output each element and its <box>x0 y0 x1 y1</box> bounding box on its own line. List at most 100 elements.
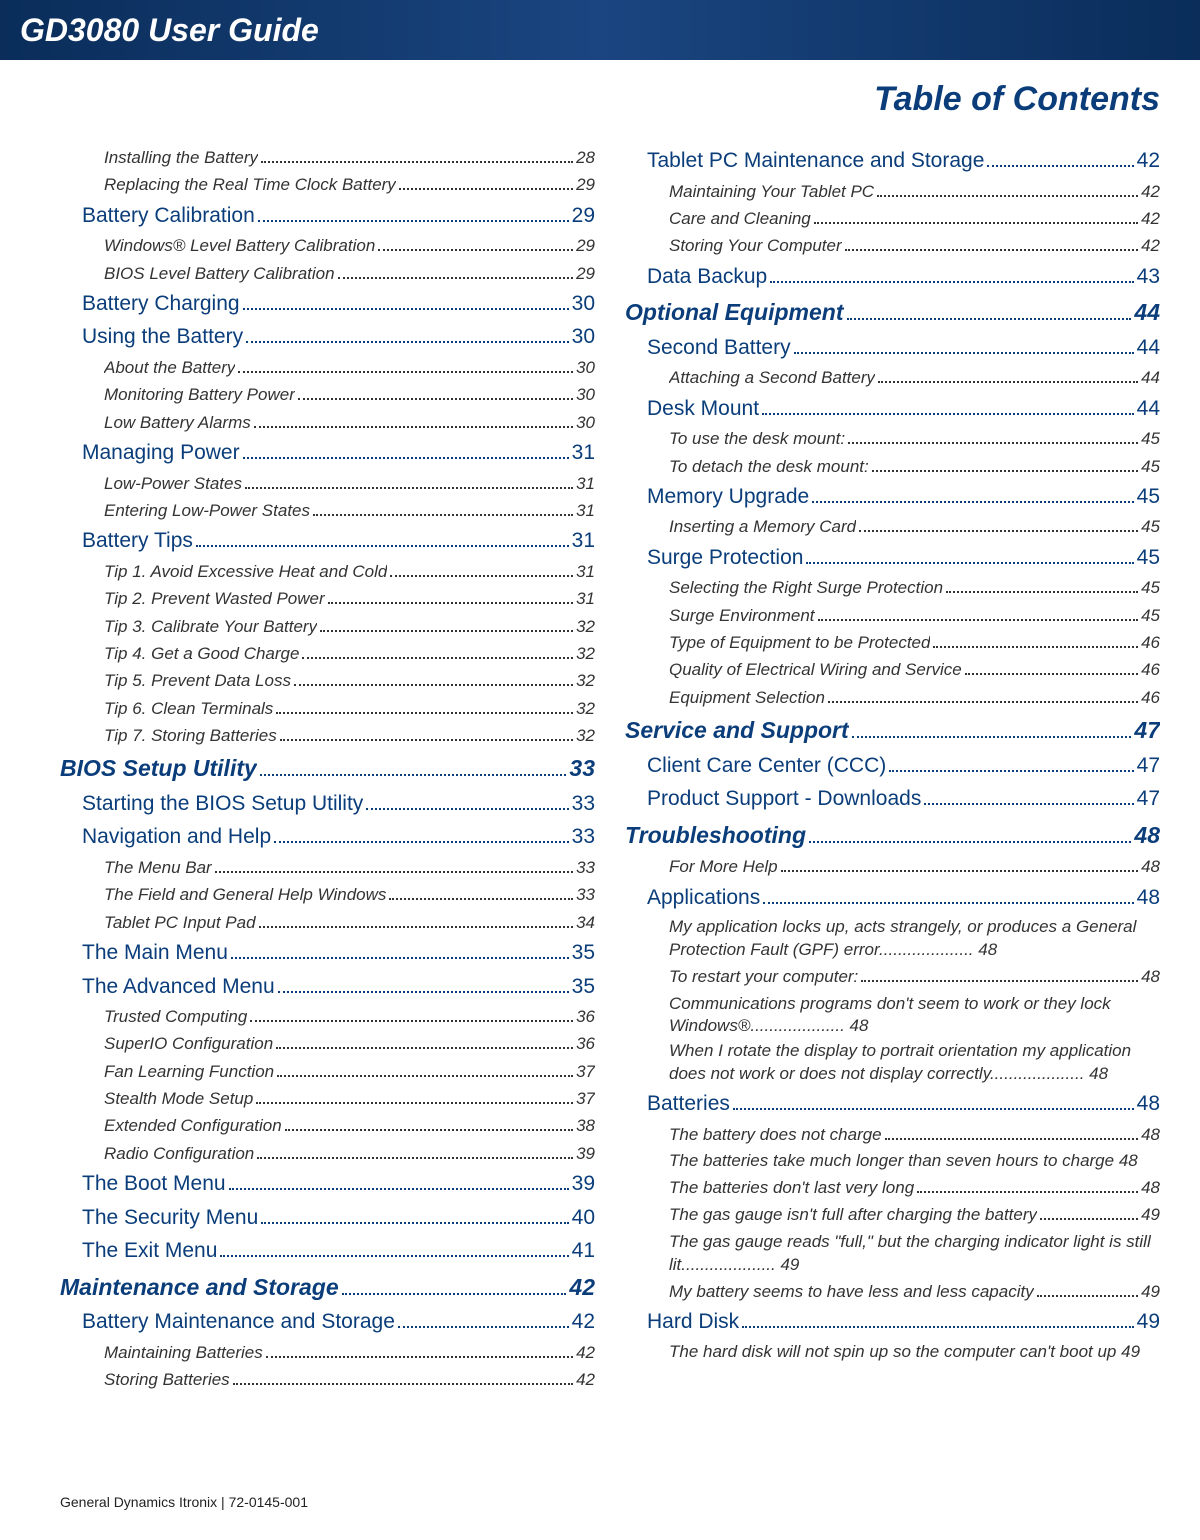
toc-entry[interactable]: The batteries take much longer than seve… <box>625 1150 1160 1173</box>
toc-entry[interactable]: Applications48 <box>625 882 1160 915</box>
toc-entry[interactable]: The Boot Menu39 <box>60 1168 595 1201</box>
toc-entry[interactable]: Low-Power States31 <box>60 471 595 497</box>
toc-label: Batteries <box>647 1088 730 1121</box>
toc-entry[interactable]: SuperIO Configuration36 <box>60 1031 595 1057</box>
toc-entry[interactable]: The batteries don't last very long48 <box>625 1175 1160 1201</box>
toc-entry[interactable]: Tablet PC Maintenance and Storage42 <box>625 145 1160 178</box>
toc-entry[interactable]: Navigation and Help33 <box>60 821 595 854</box>
toc-entry[interactable]: My application locks up, acts strangely,… <box>625 916 1160 962</box>
toc-entry[interactable]: Managing Power31 <box>60 437 595 470</box>
toc-entry[interactable]: To use the desk mount:45 <box>625 426 1160 452</box>
toc-entry[interactable]: The gas gauge reads "full," but the char… <box>625 1231 1160 1277</box>
toc-entry[interactable]: Tip 1. Avoid Excessive Heat and Cold31 <box>60 559 595 585</box>
toc-entry[interactable]: Maintaining Your Tablet PC42 <box>625 179 1160 205</box>
toc-entry[interactable]: Trusted Computing36 <box>60 1004 595 1030</box>
toc-page: 46 <box>1141 657 1160 683</box>
header-bar: GD3080 User Guide <box>0 0 1200 60</box>
toc-entry[interactable]: The Field and General Help Windows33 <box>60 882 595 908</box>
toc-page: 45 <box>1141 514 1160 540</box>
toc-entry[interactable]: Service and Support47 <box>625 713 1160 749</box>
toc-entry[interactable]: The Menu Bar33 <box>60 855 595 881</box>
toc-entry[interactable]: Low Battery Alarms30 <box>60 410 595 436</box>
toc-entry[interactable]: Inserting a Memory Card45 <box>625 514 1160 540</box>
toc-entry[interactable]: Batteries48 <box>625 1088 1160 1121</box>
toc-entry[interactable]: Monitoring Battery Power30 <box>60 382 595 408</box>
toc-page: 31 <box>572 437 595 470</box>
toc-label: Hard Disk <box>647 1306 739 1339</box>
toc-entry[interactable]: When I rotate the display to portrait or… <box>625 1040 1160 1086</box>
toc-label: Surge Protection <box>647 542 803 575</box>
toc-entry[interactable]: To restart your computer:48 <box>625 964 1160 990</box>
toc-entry[interactable]: The gas gauge isn't full after charging … <box>625 1202 1160 1228</box>
toc-label: Desk Mount <box>647 393 759 426</box>
toc-entry[interactable]: Tip 4. Get a Good Charge32 <box>60 641 595 667</box>
toc-entry[interactable]: Installing the Battery28 <box>60 145 595 171</box>
toc-entry[interactable]: The battery does not charge48 <box>625 1122 1160 1148</box>
toc-entry[interactable]: For More Help48 <box>625 854 1160 880</box>
toc-entry[interactable]: Troubleshooting48 <box>625 818 1160 854</box>
toc-entry[interactable]: Battery Tips31 <box>60 525 595 558</box>
toc-entry[interactable]: Type of Equipment to be Protected46 <box>625 630 1160 656</box>
toc-entry[interactable]: Equipment Selection46 <box>625 685 1160 711</box>
toc-entry[interactable]: Surge Environment45 <box>625 603 1160 629</box>
leader-dots <box>987 152 1133 167</box>
toc-entry[interactable]: To detach the desk mount:45 <box>625 454 1160 480</box>
toc-entry[interactable]: Optional Equipment44 <box>625 295 1160 331</box>
leader-dots <box>885 1128 1138 1140</box>
toc-entry[interactable]: Starting the BIOS Setup Utility33 <box>60 788 595 821</box>
toc-entry[interactable]: Product Support - Downloads47 <box>625 783 1160 816</box>
leader-dots <box>390 565 573 577</box>
leader-dots <box>946 581 1138 593</box>
toc-entry[interactable]: Surge Protection45 <box>625 542 1160 575</box>
toc-label: Tip 3. Calibrate Your Battery <box>104 614 317 640</box>
toc-entry[interactable]: Storing Batteries42 <box>60 1367 595 1393</box>
toc-entry[interactable]: Battery Maintenance and Storage42 <box>60 1306 595 1339</box>
toc-entry[interactable]: The Security Menu40 <box>60 1202 595 1235</box>
toc-entry[interactable]: Entering Low-Power States31 <box>60 498 595 524</box>
toc-entry[interactable]: Second Battery44 <box>625 332 1160 365</box>
toc-label: Tablet PC Maintenance and Storage <box>647 145 984 178</box>
toc-entry[interactable]: Communications programs don't seem to wo… <box>625 993 1160 1039</box>
toc-entry[interactable]: Tablet PC Input Pad34 <box>60 910 595 936</box>
toc-entry[interactable]: Selecting the Right Surge Protection45 <box>625 575 1160 601</box>
toc-entry[interactable]: Storing Your Computer42 <box>625 233 1160 259</box>
toc-entry[interactable]: Care and Cleaning42 <box>625 206 1160 232</box>
toc-entry[interactable]: Desk Mount44 <box>625 393 1160 426</box>
toc-label: Equipment Selection <box>669 685 825 711</box>
toc-entry[interactable]: Radio Configuration39 <box>60 1141 595 1167</box>
toc-entry[interactable]: Memory Upgrade45 <box>625 481 1160 514</box>
toc-entry[interactable]: BIOS Setup Utility33 <box>60 751 595 787</box>
toc-entry[interactable]: Tip 2. Prevent Wasted Power31 <box>60 586 595 612</box>
toc-page: 48 <box>1141 964 1160 990</box>
toc-entry[interactable]: Tip 7. Storing Batteries32 <box>60 723 595 749</box>
toc-entry[interactable]: Tip 6. Clean Terminals32 <box>60 696 595 722</box>
toc-entry[interactable]: Tip 5. Prevent Data Loss32 <box>60 668 595 694</box>
toc-entry[interactable]: Stealth Mode Setup37 <box>60 1086 595 1112</box>
toc-entry[interactable]: Fan Learning Function37 <box>60 1059 595 1085</box>
toc-entry[interactable]: The Advanced Menu35 <box>60 971 595 1004</box>
toc-entry[interactable]: The hard disk will not spin up so the co… <box>625 1341 1160 1364</box>
leader-dots <box>257 1147 573 1159</box>
toc-entry[interactable]: The Exit Menu41 <box>60 1235 595 1268</box>
toc-entry[interactable]: Windows® Level Battery Calibration29 <box>60 233 595 259</box>
toc-entry[interactable]: Quality of Electrical Wiring and Service… <box>625 657 1160 683</box>
toc-entry[interactable]: Data Backup43 <box>625 261 1160 294</box>
toc-label: Tip 6. Clean Terminals <box>104 696 273 722</box>
toc-entry[interactable]: Attaching a Second Battery44 <box>625 365 1160 391</box>
leader-dots <box>294 674 573 686</box>
toc-entry[interactable]: Battery Calibration29 <box>60 200 595 233</box>
toc-entry[interactable]: Client Care Center (CCC)47 <box>625 750 1160 783</box>
toc-entry[interactable]: BIOS Level Battery Calibration29 <box>60 261 595 287</box>
toc-entry[interactable]: About the Battery30 <box>60 355 595 381</box>
toc-entry[interactable]: Replacing the Real Time Clock Battery29 <box>60 172 595 198</box>
toc-entry[interactable]: Maintaining Batteries42 <box>60 1340 595 1366</box>
toc-entry[interactable]: Using the Battery30 <box>60 321 595 354</box>
toc-entry[interactable]: Maintenance and Storage42 <box>60 1270 595 1306</box>
toc-entry[interactable]: The Main Menu35 <box>60 937 595 970</box>
toc-entry[interactable]: Tip 3. Calibrate Your Battery32 <box>60 614 595 640</box>
toc-label: Tablet PC Input Pad <box>104 910 256 936</box>
toc-entry[interactable]: Battery Charging30 <box>60 288 595 321</box>
toc-entry[interactable]: My battery seems to have less and less c… <box>625 1279 1160 1305</box>
toc-entry[interactable]: Extended Configuration38 <box>60 1113 595 1139</box>
toc-entry[interactable]: Hard Disk49 <box>625 1306 1160 1339</box>
